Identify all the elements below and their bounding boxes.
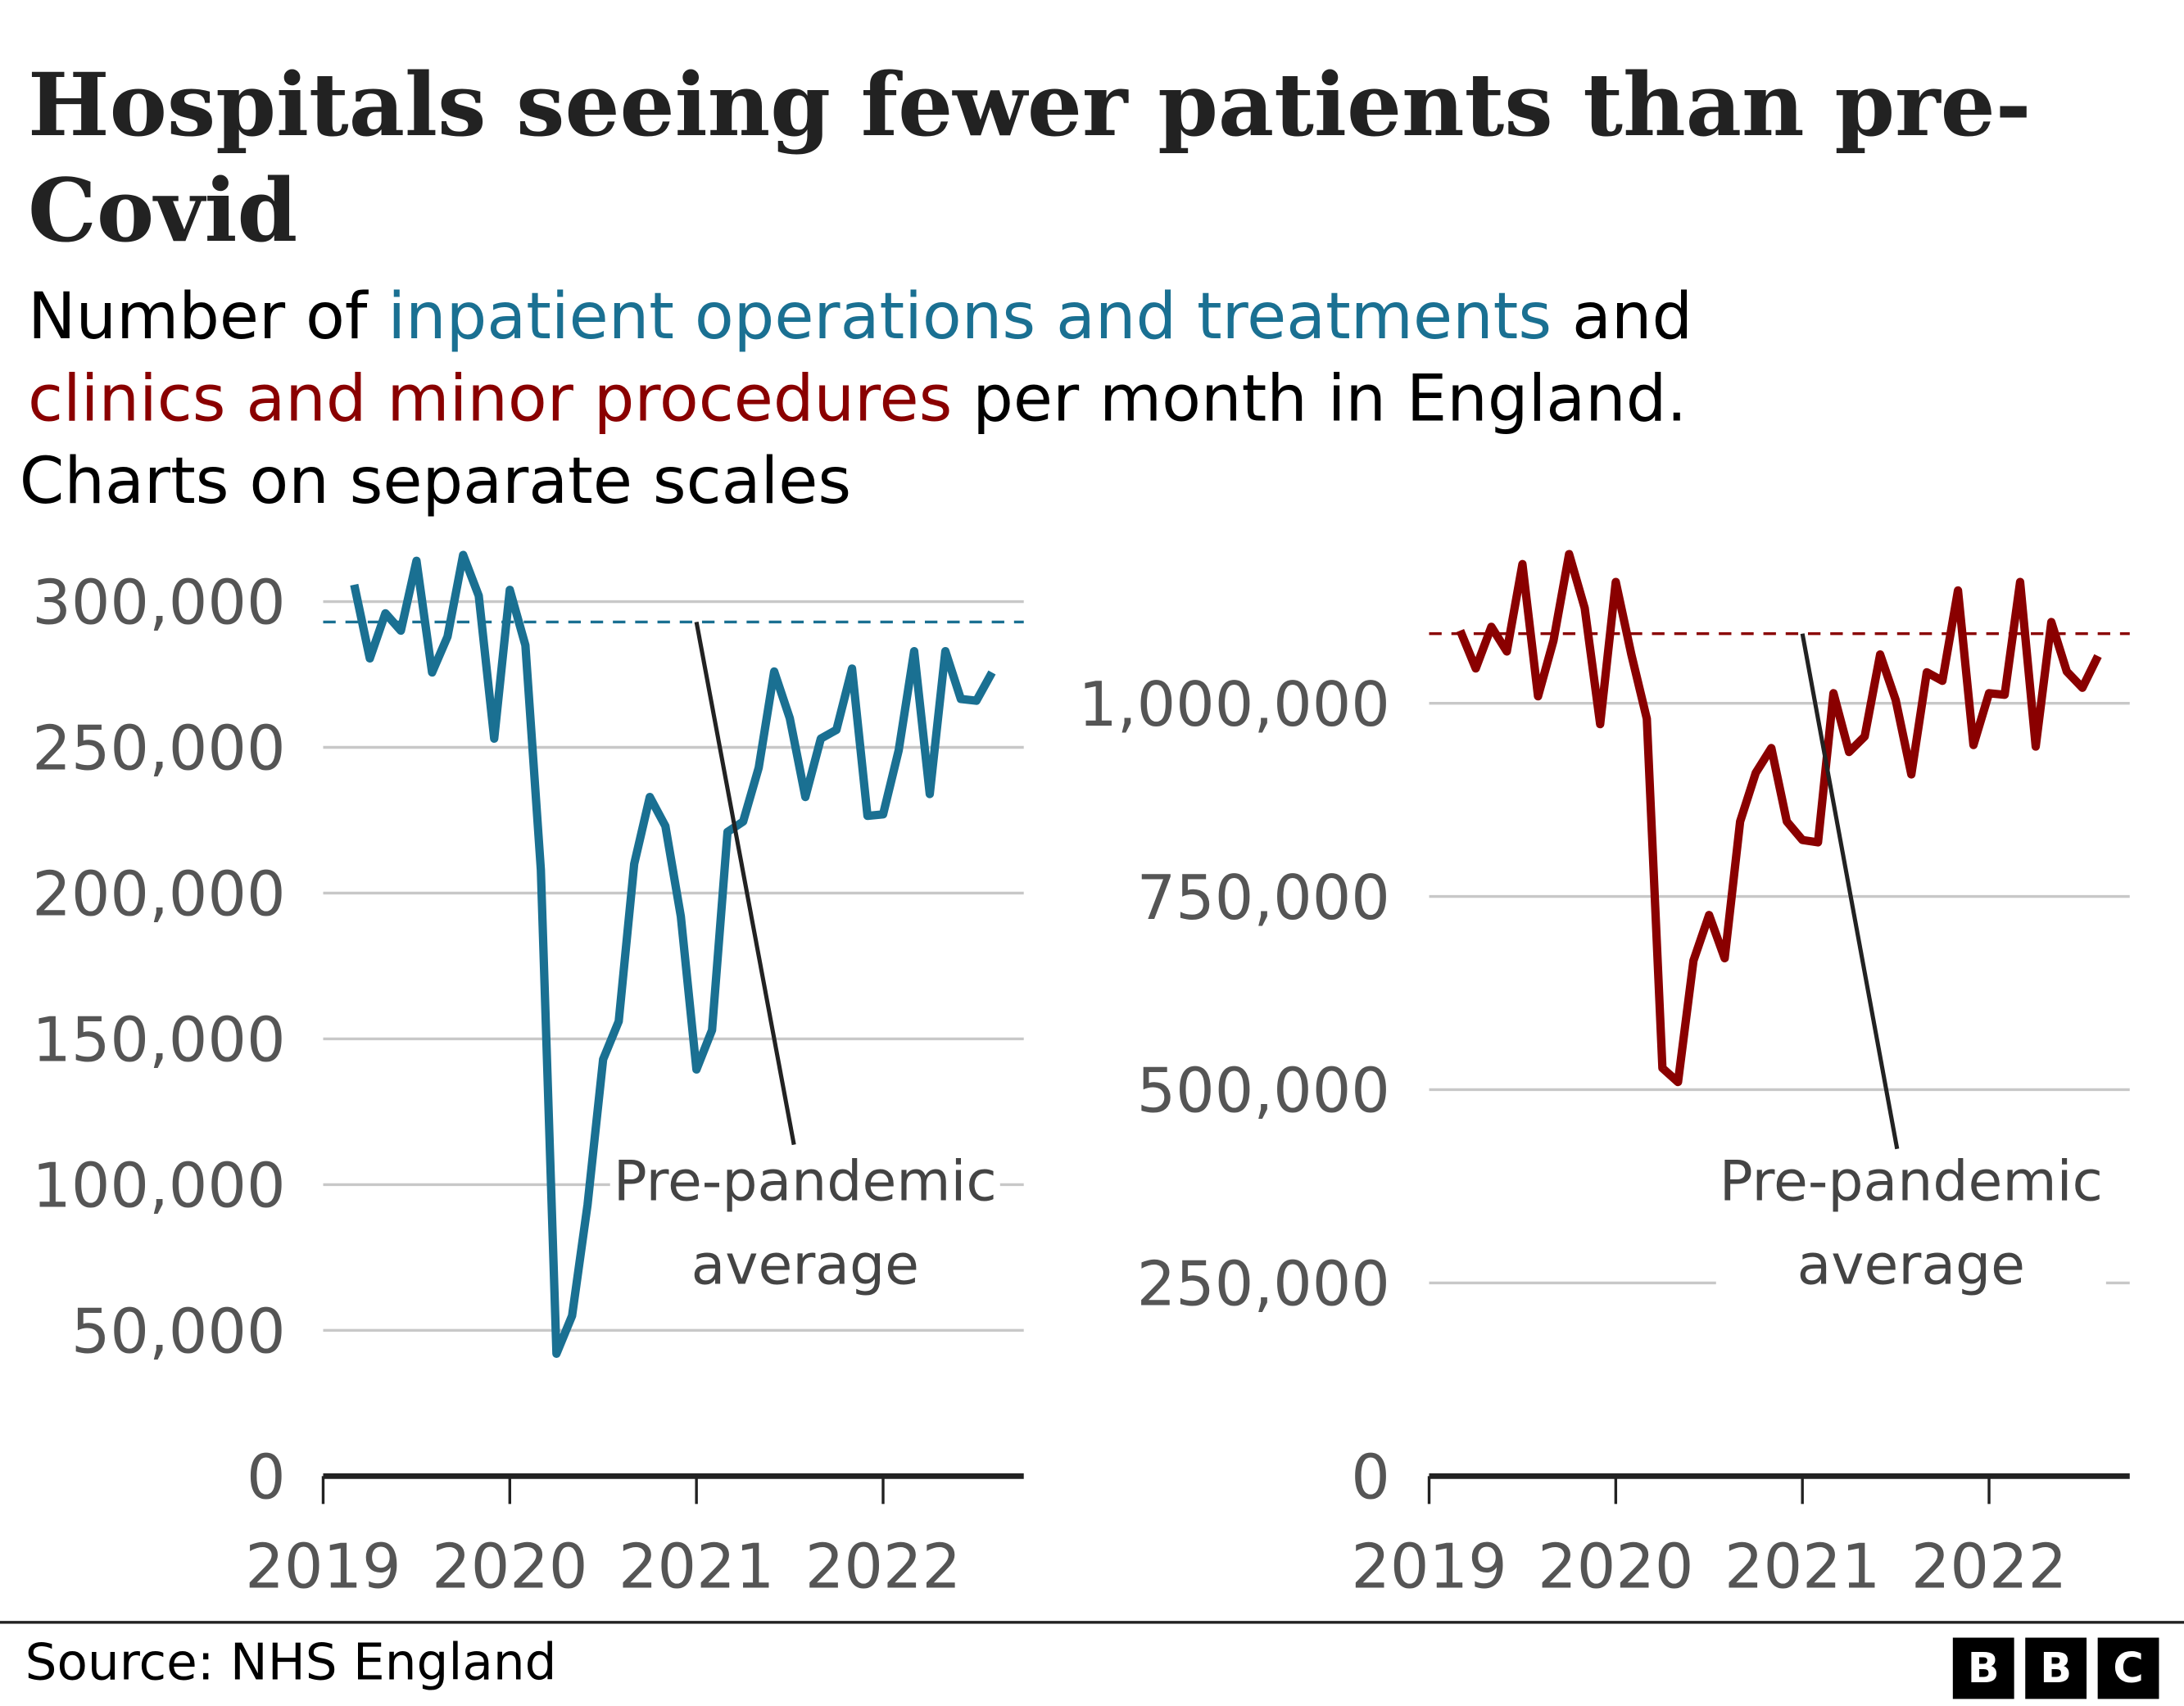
x-tick-label: 2021 <box>1724 1531 1880 1602</box>
annotation-label: average <box>1797 1233 2025 1298</box>
annotation-pointer <box>1800 633 1900 1150</box>
x-tick-label: 2021 <box>618 1531 774 1602</box>
chart-title: Hospitals seeing fewer patients than pre… <box>28 54 2032 262</box>
x-tick-label: 2019 <box>1351 1531 1507 1602</box>
y-tick-label: 1,000,000 <box>1078 669 1390 740</box>
source-text: Source: NHS England <box>25 1635 557 1692</box>
bbc-logo: B B C <box>1952 1637 2159 1699</box>
subtitle-clinics-key: clinics and minor procedures <box>28 360 953 437</box>
x-tick-label: 2019 <box>245 1531 401 1602</box>
annotation-pointer <box>694 621 796 1146</box>
annotation-label: average <box>691 1233 919 1298</box>
y-tick-label: 100,000 <box>32 1151 285 1222</box>
chart-subtitle: Number of inpatient operations and treat… <box>28 276 2159 441</box>
y-tick-label: 300,000 <box>32 568 285 639</box>
x-tick-label: 2020 <box>432 1531 587 1602</box>
subtitle-text: Number of <box>28 278 388 354</box>
y-tick-label: 750,000 <box>1137 862 1390 934</box>
x-tick-label: 2022 <box>1911 1531 2067 1602</box>
y-tick-label: 50,000 <box>71 1296 286 1368</box>
bbc-logo-letter: B <box>2025 1637 2087 1699</box>
series-line <box>350 550 996 1358</box>
x-tick-label: 2020 <box>1538 1531 1693 1602</box>
bbc-logo-letter: B <box>1952 1637 2014 1699</box>
annotation-label: Pre-pandemic <box>614 1150 997 1215</box>
y-tick-label: 500,000 <box>1137 1056 1390 1127</box>
annotation-label: Pre-pandemic <box>1720 1150 2103 1215</box>
x-tick-label: 2022 <box>805 1531 961 1602</box>
y-tick-label: 250,000 <box>1137 1249 1390 1320</box>
scale-note: Charts on separate scales <box>19 442 852 518</box>
y-tick-label: 150,000 <box>32 1005 285 1076</box>
series-line <box>1456 550 2102 1087</box>
subtitle-text: and <box>1552 278 1693 354</box>
y-tick-label: 0 <box>247 1442 286 1514</box>
footer-divider <box>0 1621 2184 1624</box>
subtitle-text: per month in England. <box>952 360 1688 437</box>
subtitle-inpatient-key: inpatient operations and treatments <box>387 278 1552 354</box>
y-tick-label: 200,000 <box>32 859 285 930</box>
annotation-background <box>1715 1150 2106 1290</box>
y-tick-label: 250,000 <box>32 713 285 785</box>
y-tick-label: 0 <box>1351 1442 1390 1514</box>
annotation-background <box>609 1150 1000 1290</box>
bbc-logo-letter: C <box>2097 1637 2159 1699</box>
